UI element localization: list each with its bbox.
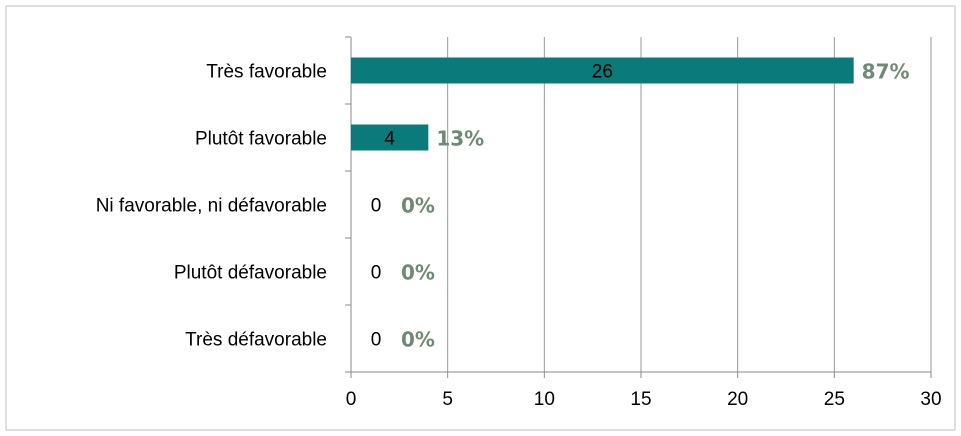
x-tick-label: 20 <box>727 389 748 410</box>
bar <box>351 57 854 84</box>
x-tick-label: 15 <box>630 389 651 410</box>
bars <box>351 57 854 151</box>
category-label: Plutôt favorable <box>195 129 327 150</box>
category-label: Ni favorable, ni défavorable <box>96 196 327 217</box>
value-label: 0 <box>371 330 382 351</box>
x-tick-label: 30 <box>920 389 941 410</box>
labels: 0 5 10 15 20 25 30 Très favorable 26 87% Plutôt fa… <box>96 60 942 411</box>
x-tick-label: 10 <box>534 389 555 410</box>
axes <box>345 36 932 378</box>
percent-label: 13% <box>436 127 484 151</box>
percent-label: 87% <box>862 60 910 84</box>
x-tick-label: 5 <box>442 389 453 410</box>
category-label: Très favorable <box>206 62 327 83</box>
grid-lines <box>447 37 932 372</box>
value-label: 26 <box>592 62 613 83</box>
value-label: 0 <box>371 196 382 217</box>
x-tick-label: 25 <box>824 389 845 410</box>
x-tick-label: 0 <box>346 389 357 410</box>
percent-label: 0% <box>401 261 435 285</box>
percent-label: 0% <box>401 328 435 352</box>
category-label: Plutôt défavorable <box>174 263 327 284</box>
percent-label: 0% <box>401 194 435 218</box>
value-label: 0 <box>371 263 382 284</box>
value-label: 4 <box>384 129 395 150</box>
bar <box>351 124 429 151</box>
category-label: Très défavorable <box>185 330 327 351</box>
